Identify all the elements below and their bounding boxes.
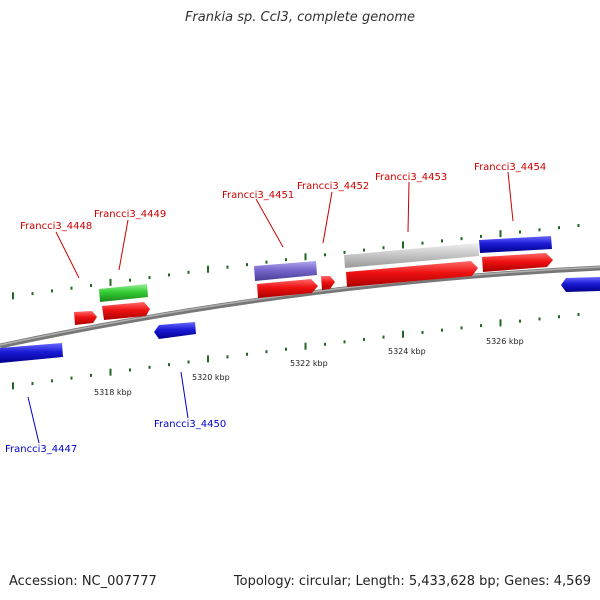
scale-label-5318: 5318 kbp bbox=[94, 388, 132, 397]
track-dot bbox=[577, 223, 580, 227]
gene-feature-4452[interactable] bbox=[321, 276, 335, 290]
track-dot bbox=[480, 324, 482, 328]
track-dot bbox=[90, 373, 92, 377]
accession-text: Accession: NC_007777 bbox=[9, 574, 157, 589]
gene-leader-lines bbox=[27, 171, 514, 444]
track-dot bbox=[441, 239, 443, 243]
track-dot bbox=[70, 286, 73, 290]
track-major-tick bbox=[109, 278, 112, 286]
gene-feature-4450[interactable] bbox=[154, 322, 196, 339]
rna-feature-gray[interactable] bbox=[344, 243, 479, 268]
track-major-tick bbox=[499, 230, 502, 238]
track-dot bbox=[324, 342, 326, 346]
track-major-tick bbox=[207, 265, 209, 273]
track-dot bbox=[558, 315, 560, 319]
track-dot bbox=[148, 365, 151, 369]
gene-feature-4451[interactable] bbox=[257, 279, 318, 298]
upper-dotted-track bbox=[12, 223, 580, 300]
track-dot bbox=[519, 319, 521, 323]
track-major-tick bbox=[402, 241, 404, 249]
gene-feature-blue-upper[interactable] bbox=[479, 236, 552, 253]
gene-feature-4448[interactable] bbox=[74, 311, 97, 325]
track-dot bbox=[343, 340, 346, 344]
gene-label-4451[interactable]: Francci3_4451 bbox=[222, 190, 294, 201]
lower-dotted-track bbox=[12, 313, 580, 390]
track-dot bbox=[31, 292, 34, 296]
track-dot bbox=[90, 284, 92, 288]
track-major-tick bbox=[12, 292, 14, 300]
track-dot bbox=[226, 355, 229, 359]
gene-feature-4447[interactable] bbox=[0, 343, 63, 363]
track-dot bbox=[226, 265, 229, 269]
track-dot bbox=[441, 328, 443, 332]
track-dot bbox=[382, 246, 385, 250]
track-dot bbox=[187, 360, 190, 364]
gene-feature-blue-right[interactable] bbox=[561, 277, 600, 292]
track-dot bbox=[538, 228, 541, 232]
genome-info-text: Topology: circular; Length: 5,433,628 bp… bbox=[233, 574, 591, 589]
track-major-tick bbox=[402, 330, 404, 338]
track-dot bbox=[285, 258, 287, 262]
track-dot bbox=[538, 317, 541, 321]
scale-label-5322: 5322 kbp bbox=[290, 359, 328, 368]
track-dot bbox=[51, 289, 53, 293]
track-dot bbox=[363, 337, 365, 341]
gene-label-4452[interactable]: Francci3_4452 bbox=[297, 181, 369, 192]
track-dot bbox=[577, 313, 580, 317]
track-major-tick bbox=[304, 253, 307, 261]
track-dot bbox=[265, 260, 268, 264]
rna-feature-green[interactable] bbox=[99, 284, 148, 302]
track-dot bbox=[129, 278, 131, 282]
track-dot bbox=[129, 368, 131, 372]
gene-label-4447[interactable]: Francci3_4447 bbox=[5, 444, 77, 455]
track-dot bbox=[168, 273, 170, 277]
track-dot bbox=[421, 330, 424, 334]
gene-label-4449[interactable]: Francci3_4449 bbox=[94, 209, 166, 220]
track-dot bbox=[558, 226, 560, 230]
genome-backbone bbox=[0, 265, 600, 349]
track-dot bbox=[324, 253, 326, 257]
gene-feature-4454[interactable] bbox=[482, 253, 553, 272]
track-dot bbox=[460, 326, 463, 330]
track-major-tick bbox=[12, 382, 14, 390]
track-dot bbox=[343, 250, 346, 254]
track-dot bbox=[31, 382, 34, 386]
track-dot bbox=[382, 335, 385, 339]
track-dot bbox=[187, 270, 190, 274]
gene-label-4453[interactable]: Francci3_4453 bbox=[375, 172, 447, 183]
scale-label-5326: 5326 kbp bbox=[486, 337, 524, 346]
track-dot bbox=[421, 241, 424, 245]
gene-label-4448[interactable]: Francci3_4448 bbox=[20, 221, 92, 232]
rna-feature-lavender[interactable] bbox=[254, 261, 317, 281]
track-dot bbox=[246, 263, 248, 267]
track-dot bbox=[285, 347, 287, 351]
scale-label-5324: 5324 kbp bbox=[388, 347, 426, 356]
track-major-tick bbox=[499, 319, 502, 327]
scale-labels: 5318 kbp 5320 kbp 5322 kbp 5324 kbp 5326… bbox=[94, 337, 524, 397]
gene-label-4454[interactable]: Francci3_4454 bbox=[474, 162, 546, 173]
gene-labels: Francci3_4448 Francci3_4449 Francci3_445… bbox=[5, 162, 546, 455]
track-dot bbox=[519, 230, 521, 234]
track-dot bbox=[246, 352, 248, 356]
track-major-tick bbox=[109, 368, 112, 376]
gene-label-4450[interactable]: Francci3_4450 bbox=[154, 419, 226, 430]
track-dot bbox=[363, 248, 365, 252]
track-dot bbox=[148, 276, 151, 280]
track-dot bbox=[51, 379, 53, 383]
track-major-tick bbox=[207, 355, 209, 363]
track-dot bbox=[70, 376, 73, 380]
scale-label-5320: 5320 kbp bbox=[192, 373, 230, 382]
track-dot bbox=[265, 350, 268, 354]
track-dot bbox=[460, 237, 463, 241]
track-dot bbox=[168, 363, 170, 367]
track-dot bbox=[480, 234, 482, 238]
gene-feature-4449[interactable] bbox=[102, 302, 150, 320]
genome-title: Frankia sp. CcI3, complete genome bbox=[184, 10, 416, 25]
track-major-tick bbox=[304, 342, 307, 350]
gene-feature-4453[interactable] bbox=[346, 261, 478, 287]
